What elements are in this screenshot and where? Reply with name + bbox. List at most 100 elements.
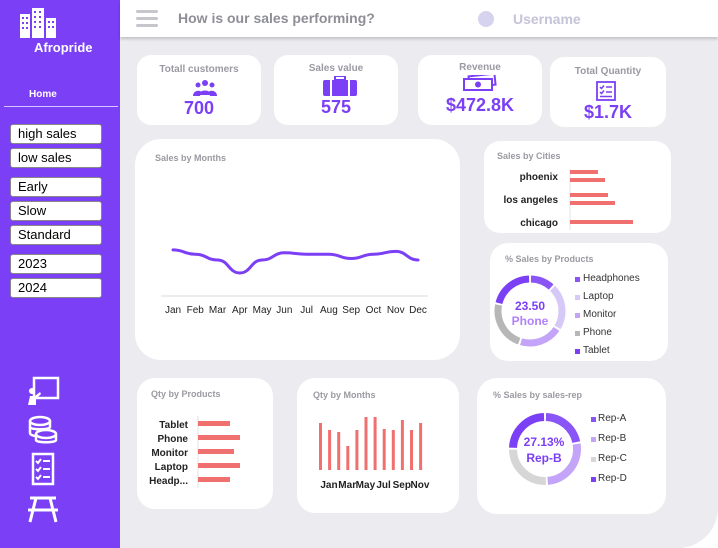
x-tick-label: Dec	[409, 305, 427, 316]
category-label: phoenix	[520, 172, 559, 183]
sales-by-cities-card: Sales by Cities phoenix los angeles chicag…	[484, 141, 671, 233]
topbar: How is our sales performing? Username	[120, 0, 718, 37]
slicer-early[interactable]: Early	[10, 177, 102, 197]
donut-slice	[495, 275, 530, 305]
chart-title: Qty by Months	[313, 390, 376, 400]
legend-item[interactable]: Laptop	[583, 291, 614, 302]
city-bar	[570, 170, 598, 174]
month-bar	[328, 430, 332, 470]
qty-by-months-chart: Jan Mar May Jul Sep Nov	[319, 417, 430, 491]
x-tick-label: Feb	[187, 305, 205, 316]
people-icon	[193, 80, 217, 96]
nav-home[interactable]: Home	[29, 89, 57, 100]
qty-by-products-chart: Tablet Phone Monitor Laptop Headp...	[149, 416, 240, 488]
picnic-table-icon[interactable]	[26, 492, 60, 526]
month-bar	[337, 432, 341, 470]
month-bar	[382, 429, 386, 470]
x-tick-label: Jul	[376, 480, 391, 491]
month-bar	[346, 446, 350, 470]
username[interactable]: Username	[513, 11, 581, 27]
sales-by-months-chart: Jan Feb Mar Apr May Jun Jul Aug Sep Oct Nov Dec	[161, 248, 428, 316]
money-icon	[463, 75, 497, 91]
home-divider	[4, 106, 118, 107]
legend-item[interactable]: Rep-B	[598, 433, 627, 444]
x-tick-label: Jan	[165, 305, 181, 316]
sales-line	[171, 248, 420, 275]
x-tick-label: May	[253, 305, 272, 316]
legend-item[interactable]: Rep-C	[598, 453, 627, 464]
donut-center-label: Phone	[511, 314, 549, 328]
product-bar	[198, 449, 234, 454]
x-tick-label: Jan	[320, 480, 337, 491]
month-bar	[391, 430, 395, 470]
product-bar	[198, 435, 240, 440]
kpi-card-revenue: Revenue $472.8K	[418, 55, 542, 125]
kpi-value: 700	[183, 98, 215, 118]
checklist-icon[interactable]	[26, 452, 60, 486]
x-tick-label: Jul	[300, 305, 313, 316]
x-tick-label: Mar	[338, 480, 356, 491]
slicer-high-sales[interactable]: high sales	[10, 124, 102, 144]
city-bar	[570, 178, 605, 182]
x-tick-label: Apr	[232, 305, 248, 316]
slicer-2023[interactable]: 2023	[10, 254, 102, 274]
slicer-slow[interactable]: Slow	[10, 201, 102, 221]
avatar[interactable]	[478, 11, 494, 27]
briefcase-icon	[323, 76, 357, 96]
category-label: Tablet	[159, 420, 188, 431]
qty-by-months-card: Qty by Months Jan Mar May Jul Sep Nov	[297, 378, 459, 513]
legend-item[interactable]: Phone	[583, 327, 612, 338]
chart-title: Sales by Months	[155, 153, 227, 163]
donut-center-value: 23.50	[514, 299, 546, 313]
brand-name: Afropride	[34, 40, 93, 55]
page-title: How is our sales performing?	[178, 10, 375, 26]
legend-swatch	[575, 295, 580, 300]
kpi-card-customers: Totall customers 700	[137, 55, 261, 125]
x-tick-label: Aug	[320, 305, 338, 316]
presentation-icon[interactable]	[26, 375, 60, 409]
donut-slice	[509, 413, 545, 449]
legend-item[interactable]: Headphones	[583, 273, 640, 284]
sidebar: Afropride Home high sales low sales Earl…	[0, 0, 120, 548]
legend-item[interactable]: Monitor	[583, 309, 617, 320]
product-bar	[198, 477, 230, 482]
legend-item[interactable]: Tablet	[583, 345, 610, 356]
donut-slice	[509, 449, 546, 485]
menu-icon[interactable]	[136, 10, 158, 28]
slicer-low-sales[interactable]: low sales	[10, 148, 102, 168]
donut-slice	[530, 275, 554, 290]
sales-by-rep-card: % Sales by sales-rep 27.13% Rep-B Rep-A R…	[477, 378, 666, 514]
kpi-title: Total Quantity	[574, 66, 642, 77]
x-tick-label: Nov	[387, 305, 405, 316]
x-tick-label: May	[356, 480, 376, 491]
category-label: Monitor	[151, 448, 188, 459]
sales-by-months-card: Sales by Months Jan Feb Mar Apr May Jun Jul Aug…	[135, 139, 460, 360]
chart-title: % Sales by Products	[505, 254, 594, 264]
donut-slice	[494, 304, 521, 345]
legend-item[interactable]: Rep-A	[598, 413, 627, 424]
product-bar	[198, 421, 230, 426]
chart-title: Qty by Products	[151, 389, 221, 399]
x-tick-label: Jun	[276, 305, 292, 316]
legend-swatch	[591, 417, 596, 422]
slicer-2024[interactable]: 2024	[10, 278, 102, 298]
kpi-title: Sales value	[308, 63, 364, 74]
legend-item[interactable]: Rep-D	[598, 473, 627, 484]
donut-center-label: Rep-B	[526, 451, 562, 465]
checklist-icon	[596, 81, 616, 101]
month-bar	[364, 417, 368, 470]
coins-icon[interactable]	[26, 412, 60, 446]
category-label: chicago	[520, 218, 558, 229]
city-bar	[570, 193, 608, 197]
month-bar	[400, 420, 404, 470]
x-tick-label: Sep	[393, 480, 411, 491]
buildings-icon	[20, 8, 56, 38]
x-tick-label: Sep	[342, 305, 360, 316]
legend-swatch	[575, 331, 580, 336]
legend-swatch	[591, 437, 596, 442]
sales-by-rep-donut	[509, 413, 581, 485]
legend-swatch	[591, 477, 596, 482]
sales-by-cities-chart: phoenix los angeles chicago	[504, 169, 633, 230]
sales-by-products-card: % Sales by Products 23.50 Phone Headphon…	[490, 243, 668, 361]
slicer-standard[interactable]: Standard	[10, 225, 102, 245]
